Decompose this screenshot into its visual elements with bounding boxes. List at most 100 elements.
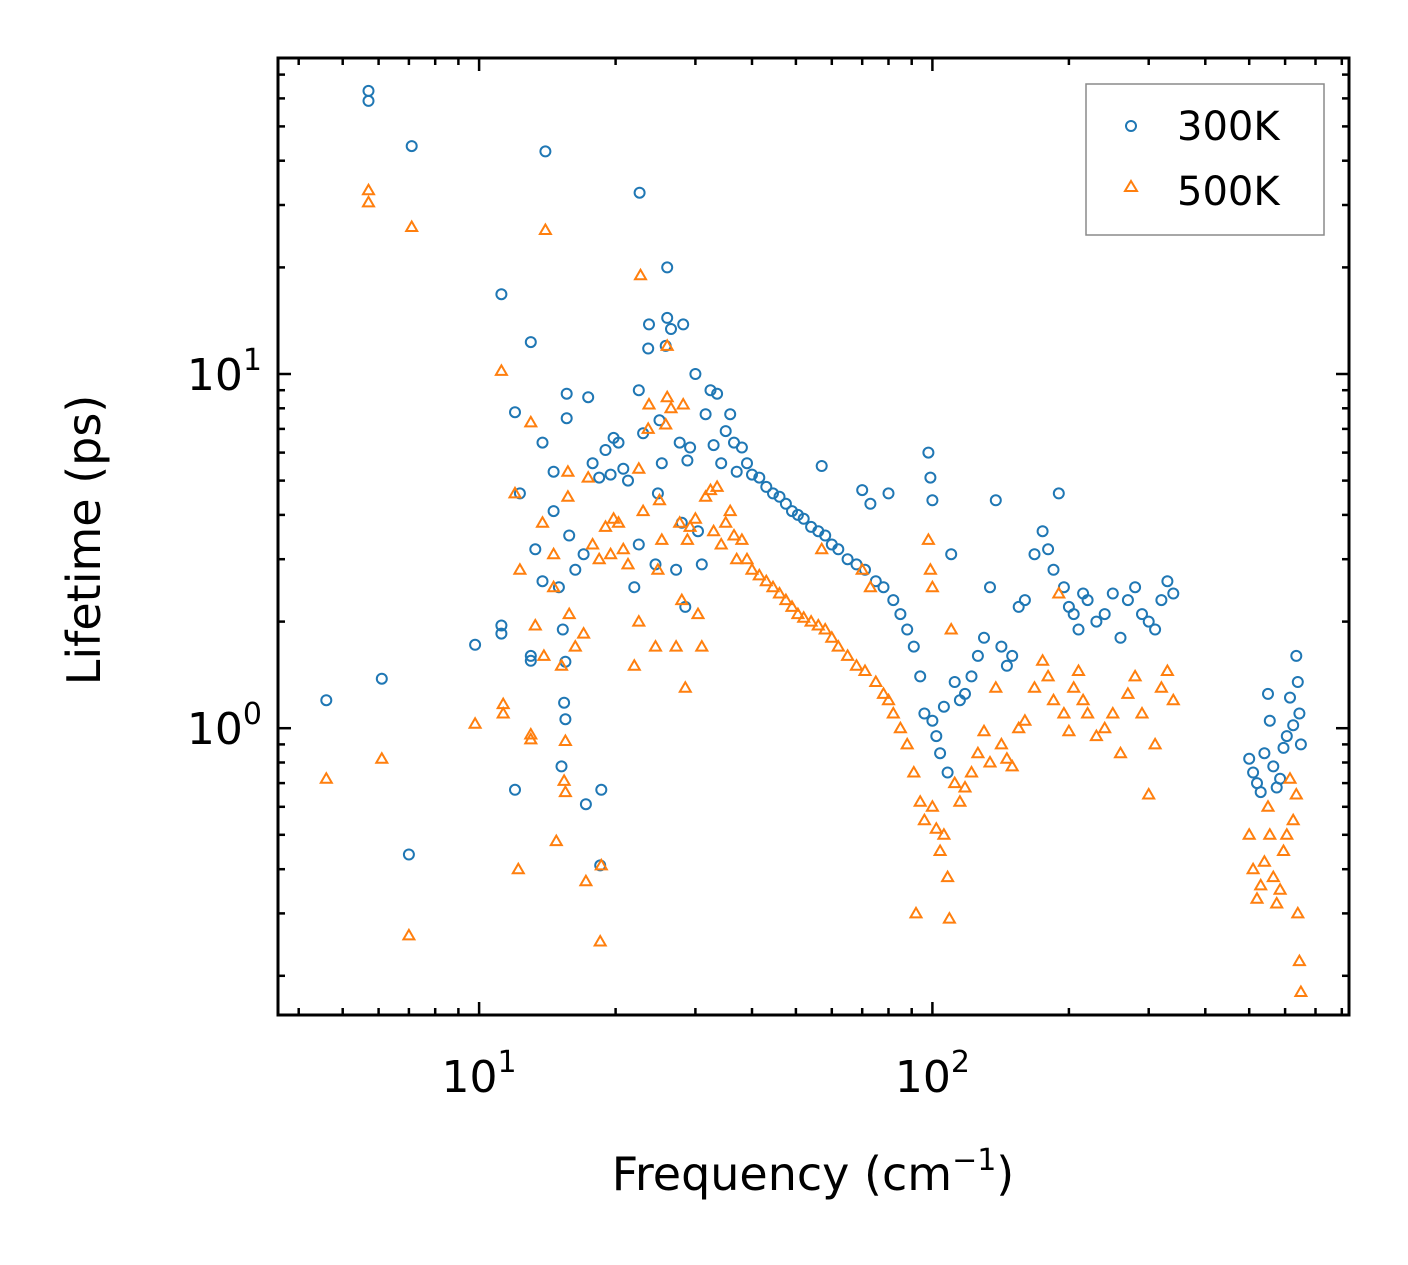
point-300k-78 bbox=[730, 465, 743, 478]
point-500k-159 bbox=[1253, 877, 1268, 891]
point-500k-27 bbox=[560, 489, 576, 502]
point-500k-162 bbox=[1262, 827, 1278, 840]
point-300k-93 bbox=[819, 529, 832, 542]
legend-marker-300k bbox=[1125, 120, 1137, 132]
point-500k-96 bbox=[849, 658, 864, 671]
point-300k-170 bbox=[1291, 676, 1304, 688]
point-300k-26 bbox=[559, 713, 572, 726]
point-300k-36 bbox=[593, 471, 606, 484]
point-500k-158 bbox=[1249, 891, 1265, 904]
y-tick-label-10: 101 bbox=[187, 343, 262, 401]
point-300k-79 bbox=[735, 441, 748, 454]
point-300k-172 bbox=[1294, 738, 1307, 751]
point-300k-124 bbox=[978, 631, 990, 644]
point-500k-168 bbox=[1282, 771, 1298, 784]
point-500k-67 bbox=[690, 606, 706, 620]
point-500k-51 bbox=[648, 639, 663, 652]
point-500k-150 bbox=[1134, 706, 1150, 719]
point-500k-58 bbox=[663, 400, 679, 414]
point-300k-132 bbox=[1028, 548, 1041, 561]
point-500k-121 bbox=[952, 794, 968, 807]
point-500k-74 bbox=[718, 515, 733, 528]
point-300k-84 bbox=[767, 487, 779, 500]
point-500k-118 bbox=[942, 911, 957, 924]
point-500k-90 bbox=[811, 618, 826, 631]
point-500k-43 bbox=[620, 556, 636, 570]
point-300k-27 bbox=[555, 760, 568, 773]
point-500k-48 bbox=[635, 503, 651, 517]
point-500k-153 bbox=[1154, 680, 1169, 693]
point-300k-63 bbox=[677, 318, 690, 331]
legend: 300K 500K bbox=[1085, 83, 1325, 236]
point-300k-104 bbox=[887, 594, 900, 607]
point-500k-56 bbox=[659, 389, 675, 403]
point-500k-86 bbox=[784, 599, 800, 612]
point-300k-156 bbox=[1247, 766, 1260, 779]
point-500k-122 bbox=[957, 780, 973, 793]
point-500k-9 bbox=[495, 706, 511, 719]
point-500k-11 bbox=[512, 562, 528, 575]
x-tick-label-10: 101 bbox=[442, 1045, 517, 1103]
point-500k-114 bbox=[929, 821, 944, 834]
point-500k-28 bbox=[560, 464, 576, 477]
point-300k-3 bbox=[375, 672, 388, 685]
point-500k-151 bbox=[1141, 787, 1156, 800]
point-300k-140 bbox=[1072, 623, 1085, 636]
point-500k-140 bbox=[1066, 680, 1081, 693]
point-500k-20 bbox=[546, 546, 561, 560]
point-300k-142 bbox=[1081, 594, 1094, 607]
point-300k-89 bbox=[797, 512, 810, 525]
point-500k-4 bbox=[404, 219, 419, 232]
point-500k-75 bbox=[722, 503, 738, 517]
point-300k-109 bbox=[918, 707, 931, 720]
point-300k-103 bbox=[882, 487, 895, 500]
point-500k-73 bbox=[713, 537, 729, 550]
point-500k-32 bbox=[578, 873, 594, 887]
point-300k-123 bbox=[971, 649, 984, 662]
point-500k-137 bbox=[1051, 586, 1067, 599]
point-500k-65 bbox=[682, 519, 698, 532]
x-tick-label-100: 102 bbox=[895, 1045, 970, 1103]
legend-box bbox=[1085, 83, 1325, 236]
point-300k-29 bbox=[560, 387, 573, 400]
point-500k-138 bbox=[1056, 706, 1072, 719]
point-500k-37 bbox=[592, 934, 608, 947]
point-300k-61 bbox=[673, 436, 686, 449]
point-300k-114 bbox=[930, 730, 943, 743]
point-300k-9 bbox=[495, 627, 508, 640]
point-300k-70 bbox=[699, 408, 712, 421]
point-500k-12 bbox=[511, 861, 526, 875]
point-500k-152 bbox=[1147, 736, 1163, 750]
point-300k-136 bbox=[1052, 487, 1065, 500]
point-300k-146 bbox=[1114, 631, 1127, 644]
point-500k-19 bbox=[538, 222, 553, 235]
point-500k-106 bbox=[906, 765, 922, 778]
point-300k-45 bbox=[628, 581, 641, 594]
point-500k-156 bbox=[1241, 827, 1257, 840]
point-300k-167 bbox=[1284, 691, 1296, 704]
point-300k-130 bbox=[1012, 600, 1025, 613]
point-500k-98 bbox=[857, 663, 873, 676]
point-300k-151 bbox=[1149, 623, 1162, 636]
point-300k-42 bbox=[612, 436, 625, 449]
point-300k-92 bbox=[815, 460, 828, 472]
point-500k-45 bbox=[631, 614, 647, 627]
point-500k-99 bbox=[863, 579, 878, 593]
point-500k-139 bbox=[1061, 723, 1077, 737]
point-300k-4 bbox=[405, 140, 418, 153]
point-500k-53 bbox=[652, 492, 667, 506]
point-500k-18 bbox=[536, 648, 552, 661]
point-500k-104 bbox=[893, 720, 908, 734]
point-300k-162 bbox=[1267, 760, 1280, 773]
point-500k-165 bbox=[1272, 882, 1288, 895]
point-300k-12 bbox=[509, 783, 521, 796]
point-300k-39 bbox=[599, 444, 612, 456]
point-300k-60 bbox=[670, 563, 683, 576]
point-500k-155 bbox=[1166, 692, 1181, 706]
point-300k-158 bbox=[1254, 786, 1267, 799]
point-300k-150 bbox=[1142, 615, 1155, 628]
point-500k-84 bbox=[772, 586, 787, 599]
point-500k-66 bbox=[688, 511, 703, 524]
point-300k-159 bbox=[1258, 747, 1271, 760]
